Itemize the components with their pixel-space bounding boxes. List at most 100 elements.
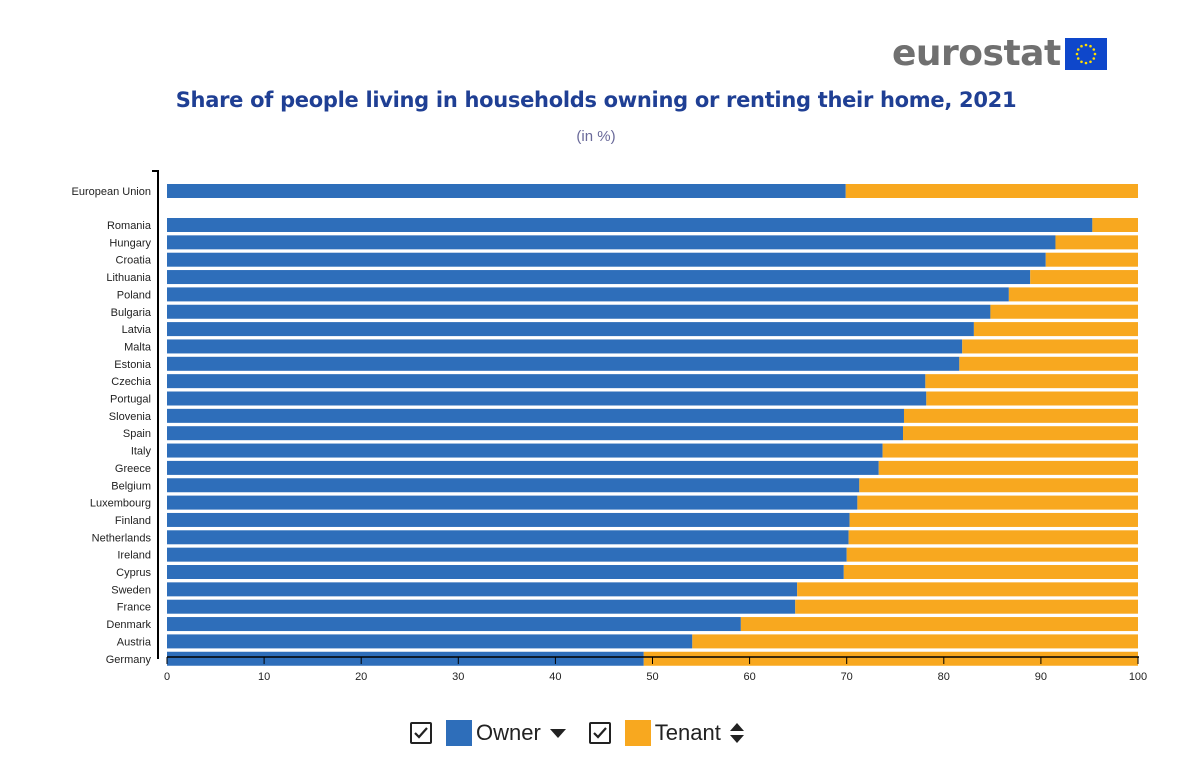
y-tick-label: Ireland (117, 550, 151, 562)
bar-owner-netherlands[interactable] (167, 530, 849, 545)
bar-tenant-denmark[interactable] (740, 617, 1138, 632)
bar-tenant-cyprus[interactable] (843, 565, 1138, 579)
bar-owner-slovenia[interactable] (167, 408, 904, 423)
bar-owner-ireland[interactable] (167, 547, 847, 562)
flag-star (1092, 57, 1095, 60)
bar-owner-germany[interactable] (167, 651, 644, 666)
bar-owner-france[interactable] (167, 599, 796, 614)
bar-tenant-lithuania[interactable] (1030, 270, 1138, 285)
x-tick-label: 100 (1129, 671, 1147, 683)
y-tick-label: European Union (71, 186, 151, 198)
flag-star (1084, 43, 1087, 47)
flag-star (1079, 44, 1083, 48)
bar-owner-belgium[interactable] (167, 478, 860, 493)
bar-tenant-belgium[interactable] (859, 478, 1138, 493)
y-tick-label: France (117, 602, 151, 614)
bar-tenant-finland[interactable] (849, 512, 1138, 527)
bar-owner-austria[interactable] (167, 634, 693, 649)
y-tick-label: Poland (117, 289, 151, 301)
y-tick-label: Italy (131, 446, 152, 458)
bar-owner-estonia[interactable] (167, 356, 960, 371)
y-tick-label: Romania (107, 220, 152, 232)
bar-owner-denmark[interactable] (167, 617, 741, 632)
y-tick-label: Belgium (111, 480, 151, 492)
bar-tenant-france[interactable] (795, 599, 1138, 614)
y-tick-label: Lithuania (106, 272, 152, 284)
bar-owner-poland[interactable] (167, 287, 1009, 302)
x-tick-label: 40 (549, 671, 561, 683)
y-tick-label: Sweden (111, 584, 151, 596)
checkbox-checked-icon[interactable] (410, 722, 432, 744)
bar-owner-malta[interactable] (167, 339, 963, 354)
legend-item-tenant[interactable]: Tenant (588, 720, 745, 746)
y-tick-label: Hungary (109, 237, 151, 249)
legend-swatch-tenant (624, 720, 651, 746)
bar-tenant-latvia[interactable] (973, 322, 1138, 337)
bar-tenant-hungary[interactable] (1055, 235, 1138, 250)
chart-legend: Owner Tenant (410, 720, 767, 746)
flag-star (1076, 57, 1080, 60)
y-tick-label: Latvia (122, 324, 152, 336)
x-tick-label: 70 (841, 671, 853, 683)
bar-tenant-european-union[interactable] (845, 184, 1138, 198)
checkbox-checked-icon[interactable] (588, 722, 611, 744)
x-tick-label: 50 (646, 671, 658, 683)
y-tick-label: Denmark (106, 619, 151, 631)
sort-down-icon[interactable] (549, 727, 567, 739)
x-tick-label: 0 (164, 671, 170, 683)
y-tick-label: Portugal (110, 394, 151, 406)
bar-tenant-romania[interactable] (1092, 218, 1138, 232)
bar-tenant-portugal[interactable] (926, 391, 1138, 406)
logo-text: eurostat (892, 33, 1061, 74)
bar-owner-sweden[interactable] (167, 582, 798, 597)
legend-label-tenant: Tenant (654, 720, 721, 745)
legend-item-owner[interactable]: Owner (410, 720, 567, 746)
bar-owner-luxembourg[interactable] (167, 495, 858, 510)
bar-tenant-netherlands[interactable] (848, 530, 1138, 545)
y-tick-label: Malta (124, 341, 152, 353)
legend-label-owner: Owner (476, 720, 541, 745)
chart-title: Share of people living in households own… (175, 88, 1017, 112)
eu-flag-icon (1064, 38, 1107, 70)
bar-owner-italy[interactable] (167, 443, 883, 458)
y-tick-label: Bulgaria (111, 307, 152, 319)
bar-tenant-croatia[interactable] (1045, 252, 1138, 267)
bar-tenant-malta[interactable] (962, 339, 1138, 354)
y-tick-label: Czechia (111, 376, 152, 388)
bar-tenant-greece[interactable] (878, 460, 1138, 475)
bar-owner-latvia[interactable] (167, 322, 974, 337)
bar-owner-bulgaria[interactable] (167, 304, 991, 319)
bar-tenant-poland[interactable] (1008, 287, 1138, 302)
bar-owner-european-union[interactable] (167, 184, 846, 198)
bar-tenant-czechia[interactable] (925, 374, 1138, 389)
bar-tenant-estonia[interactable] (959, 356, 1138, 371)
x-tick-label: 10 (258, 671, 270, 683)
bar-owner-romania[interactable] (167, 218, 1093, 232)
bar-tenant-slovenia[interactable] (903, 408, 1138, 423)
bar-owner-lithuania[interactable] (167, 270, 1031, 285)
eurostat-logo: eurostat (892, 34, 1107, 74)
flag-star (1076, 48, 1080, 51)
bar-owner-czechia[interactable] (167, 374, 926, 389)
bar-tenant-bulgaria[interactable] (990, 304, 1138, 319)
bar-owner-croatia[interactable] (167, 252, 1046, 267)
bar-owner-finland[interactable] (167, 512, 850, 527)
bar-owner-portugal[interactable] (167, 391, 927, 406)
bar-owner-greece[interactable] (167, 460, 879, 475)
y-tick-label: Spain (123, 428, 151, 440)
sort-both-icon[interactable] (729, 722, 745, 744)
flag-star (1079, 60, 1083, 64)
bar-tenant-luxembourg[interactable] (857, 495, 1138, 510)
chart-subtitle: (in %) (576, 128, 616, 145)
bar-owner-cyprus[interactable] (167, 565, 844, 579)
bar-owner-spain[interactable] (167, 426, 904, 441)
bar-tenant-spain[interactable] (903, 426, 1138, 441)
bar-tenant-austria[interactable] (692, 634, 1138, 649)
bar-tenant-germany[interactable] (643, 651, 1138, 666)
y-tick-label: Greece (115, 463, 151, 475)
bar-owner-hungary[interactable] (167, 235, 1056, 250)
flag-star (1084, 61, 1087, 65)
bar-tenant-italy[interactable] (882, 443, 1138, 458)
bar-tenant-sweden[interactable] (797, 582, 1138, 597)
bar-tenant-ireland[interactable] (846, 547, 1138, 562)
